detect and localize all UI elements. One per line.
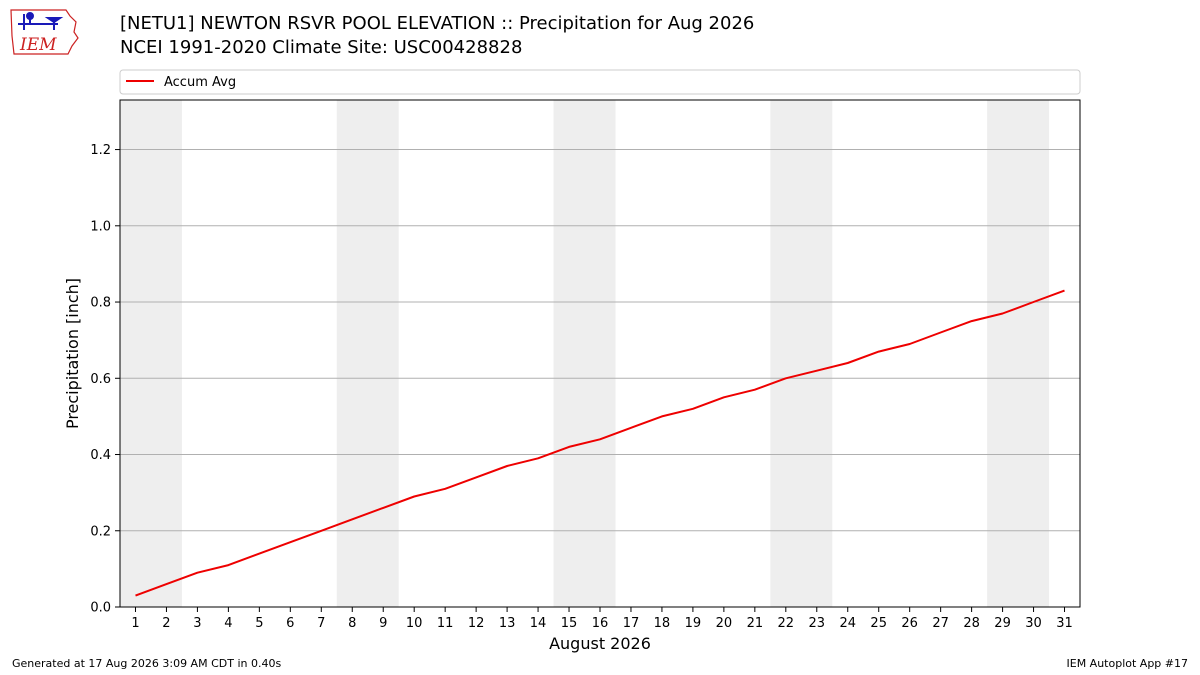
x-tick-label: 11 — [437, 616, 454, 631]
y-tick-label: 0.6 — [90, 372, 111, 387]
data-point — [320, 530, 322, 532]
data-point — [227, 564, 229, 566]
y-tick-label: 1.0 — [90, 219, 111, 234]
x-tick-label: 17 — [623, 616, 640, 631]
x-tick-label: 29 — [994, 616, 1011, 631]
x-tick-label: 18 — [654, 616, 671, 631]
x-tick-label: 2 — [162, 616, 170, 631]
app-label: IEM Autoplot App #17 — [1066, 657, 1189, 670]
x-tick-label: 16 — [592, 616, 609, 631]
data-point — [630, 427, 632, 429]
data-point — [816, 370, 818, 372]
data-point — [351, 518, 353, 520]
x-tick-label: 20 — [716, 616, 733, 631]
data-point — [413, 495, 415, 497]
x-tick-label: 27 — [932, 616, 949, 631]
generated-timestamp: Generated at 17 Aug 2026 3:09 AM CDT in … — [12, 657, 282, 670]
y-tick-label: 0.2 — [90, 524, 111, 539]
x-tick-label: 5 — [255, 616, 263, 631]
y-tick-label: 0.4 — [90, 448, 111, 463]
y-tick-label: 1.2 — [90, 143, 111, 158]
x-tick-label: 31 — [1056, 616, 1073, 631]
x-tick-label: 24 — [839, 616, 856, 631]
data-point — [878, 351, 880, 353]
data-point — [475, 476, 477, 478]
series-line-accum-avg — [135, 289, 1065, 597]
x-tick-label: 4 — [224, 616, 232, 631]
data-point — [289, 541, 291, 543]
data-point — [444, 488, 446, 490]
data-point — [971, 320, 973, 322]
x-tick-label: 10 — [406, 616, 423, 631]
x-tick-label: 30 — [1025, 616, 1042, 631]
x-tick-label: 12 — [468, 616, 485, 631]
data-point — [258, 553, 260, 555]
x-tick-label: 15 — [561, 616, 578, 631]
x-tick-label: 8 — [348, 616, 356, 631]
data-point — [382, 507, 384, 509]
data-point — [1002, 312, 1004, 314]
data-point — [847, 362, 849, 364]
x-tick-label: 23 — [809, 616, 826, 631]
data-point — [723, 396, 725, 398]
data-point — [940, 332, 942, 334]
x-tick-label: 26 — [901, 616, 918, 631]
weekend-band — [336, 100, 399, 607]
data-point — [165, 583, 167, 585]
legend-box — [119, 69, 1081, 95]
x-tick-label: 13 — [499, 616, 516, 631]
x-tick-label: 1 — [131, 616, 139, 631]
data-point — [506, 465, 508, 467]
weather-station-icon — [18, 12, 64, 30]
data-point — [785, 377, 787, 379]
x-tick-label: 6 — [286, 616, 294, 631]
data-point — [1064, 290, 1066, 292]
weekend-band — [987, 100, 1050, 607]
data-point — [134, 595, 136, 597]
x-tick-label: 7 — [317, 616, 325, 631]
data-point — [599, 438, 601, 440]
x-tick-label: 21 — [747, 616, 764, 631]
y-tick-label: 0.8 — [90, 296, 111, 311]
data-point — [692, 408, 694, 410]
iem-logo: IEM — [10, 9, 79, 55]
y-axis-label: Precipitation [inch] — [63, 278, 82, 429]
data-point — [661, 415, 663, 417]
x-axis-label: August 2026 — [549, 634, 651, 653]
weekend-band — [120, 100, 182, 607]
weekend-band — [770, 100, 833, 607]
x-tick-label: 9 — [379, 616, 387, 631]
x-tick-label: 25 — [870, 616, 887, 631]
x-tick-label: 3 — [193, 616, 201, 631]
weekend-band — [553, 100, 616, 607]
x-tick-label: 14 — [530, 616, 547, 631]
x-tick-label: 22 — [778, 616, 795, 631]
data-point — [196, 572, 198, 574]
chart-title: [NETU1] NEWTON RSVR POOL ELEVATION :: Pr… — [120, 13, 755, 34]
legend-label-accum-avg: Accum Avg — [164, 75, 236, 90]
x-tick-label: 28 — [963, 616, 980, 631]
y-tick-label: 0.0 — [90, 601, 111, 616]
data-point — [1033, 301, 1035, 303]
chart-subtitle: NCEI 1991-2020 Climate Site: USC00428828 — [120, 37, 523, 58]
x-tick-label: 19 — [685, 616, 702, 631]
iem-logo-text: IEM — [19, 35, 57, 55]
data-point — [537, 457, 539, 459]
data-point — [754, 389, 756, 391]
iowa-outline-icon — [10, 9, 79, 55]
data-point — [568, 446, 570, 448]
data-point — [909, 343, 911, 345]
